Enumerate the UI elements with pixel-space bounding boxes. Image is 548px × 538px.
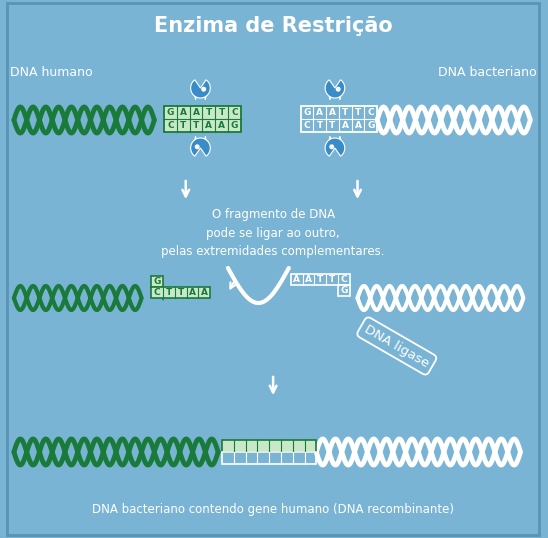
Wedge shape [325, 80, 345, 98]
Text: A: A [180, 108, 187, 117]
Text: DNA bacteriano: DNA bacteriano [438, 66, 536, 79]
Circle shape [196, 145, 199, 148]
Text: A: A [329, 108, 336, 117]
Text: G: G [167, 108, 174, 117]
Text: C: C [154, 288, 161, 297]
FancyBboxPatch shape [7, 3, 539, 535]
Bar [338, 285, 350, 296]
Text: A: A [206, 121, 212, 130]
Text: DNA ligase: DNA ligase [362, 322, 431, 370]
Bar [291, 274, 350, 285]
Bar [301, 106, 377, 132]
Text: A: A [201, 288, 208, 297]
Wedge shape [191, 138, 210, 156]
Bar [222, 440, 316, 452]
Text: C: C [304, 121, 310, 130]
Circle shape [330, 145, 334, 148]
Text: T: T [206, 108, 212, 117]
Text: T: T [317, 275, 323, 284]
Text: T: T [342, 108, 349, 117]
Text: T: T [329, 275, 335, 284]
Text: T: T [219, 108, 225, 117]
Text: T: T [329, 121, 335, 130]
Text: C: C [368, 108, 374, 117]
Text: T: T [317, 121, 323, 130]
Text: G: G [231, 121, 238, 130]
Text: A: A [293, 275, 300, 284]
Text: G: G [153, 277, 161, 286]
Text: G: G [303, 108, 311, 117]
Text: T: T [193, 121, 199, 130]
Text: A: A [305, 275, 312, 284]
Text: T: T [178, 288, 184, 297]
Bar [151, 276, 163, 287]
Text: DNA humano: DNA humano [10, 66, 93, 79]
Text: A: A [218, 121, 225, 130]
Text: A: A [316, 108, 323, 117]
Text: G: G [340, 286, 347, 295]
Text: A: A [342, 121, 349, 130]
Text: C: C [167, 121, 174, 130]
Text: Enzima de Restrição: Enzima de Restrição [154, 16, 392, 36]
Text: DNA bacteriano contendo gene humano (DNA recombinante): DNA bacteriano contendo gene humano (DNA… [92, 504, 454, 516]
Text: C: C [340, 275, 347, 284]
Text: T: T [355, 108, 361, 117]
Circle shape [336, 87, 340, 91]
Text: A: A [189, 288, 196, 297]
Bar [222, 452, 316, 464]
Text: C: C [231, 108, 238, 117]
Text: T: T [180, 121, 186, 130]
Wedge shape [191, 80, 210, 98]
Text: O fragmento de DNA
pode se ligar ao outro,
pelas extremidades complementares.: O fragmento de DNA pode se ligar ao outr… [161, 208, 385, 258]
Wedge shape [325, 138, 345, 156]
Circle shape [202, 87, 206, 91]
Text: G: G [367, 121, 374, 130]
Bar [151, 287, 210, 298]
Bar [164, 106, 241, 132]
Text: A: A [355, 121, 362, 130]
Text: T: T [166, 288, 172, 297]
Text: A: A [192, 108, 199, 117]
